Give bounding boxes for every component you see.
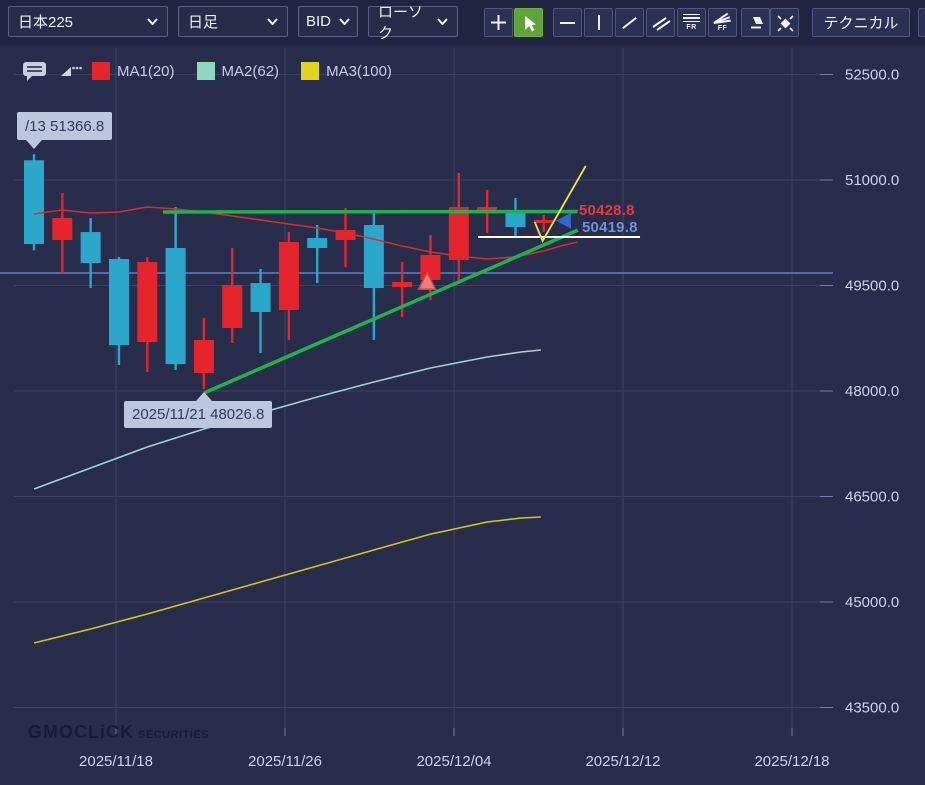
timeframe-select[interactable]: 日足 — [178, 6, 288, 37]
ma-line-3 — [33, 516, 541, 644]
candlestick — [533, 220, 554, 224]
vertical-line-tool-button[interactable] — [584, 8, 613, 37]
candlestick — [250, 283, 271, 313]
tooltip-notch — [196, 392, 212, 401]
candlestick — [420, 254, 441, 281]
high-tooltip-text: /13 51366.8 — [25, 117, 105, 135]
candlestick — [108, 258, 129, 346]
chart-type-select-value: ローソク — [378, 3, 424, 42]
symbol-select-value: 日本225 — [18, 14, 74, 31]
bid-price-label: 50419.8 — [582, 219, 638, 236]
x-axis-label: 2025/11/26 — [248, 753, 322, 770]
candlestick — [137, 262, 158, 343]
candlestick — [24, 160, 44, 245]
eraser-all-icon — [776, 14, 794, 32]
chevron-down-icon — [147, 18, 158, 25]
legend-item-ma3[interactable]: MA3(100) — [301, 62, 392, 80]
y-axis-label: 43500.0 — [845, 700, 899, 717]
y-axis-label: 51000.0 — [845, 172, 899, 189]
horizontal-line-icon — [560, 21, 575, 24]
x-axis-label: 2025/12/12 — [585, 753, 660, 770]
trendline-tool-button[interactable] — [615, 8, 644, 37]
chevron-down-icon — [437, 18, 448, 25]
legend-label: MA1(20) — [117, 62, 175, 80]
legend-swatch — [301, 62, 320, 80]
fibonacci-retracement-icon: FR — [683, 13, 700, 31]
y-axis-label: 52500.0 — [845, 67, 899, 84]
technical-button[interactable]: テクニカル — [812, 8, 910, 37]
trendline-icon — [622, 16, 637, 29]
erase-tool-button[interactable] — [741, 8, 770, 37]
annotation-high-tooltip[interactable]: /13 51366.8 — [17, 112, 113, 149]
chart-legend: MA1(20) MA2(62) MA3(100) — [22, 59, 414, 83]
legend-swatch — [196, 62, 215, 80]
candlestick — [193, 340, 214, 373]
chevron-down-icon — [339, 18, 350, 25]
legend-label: MA3(100) — [326, 62, 392, 80]
logo-brand-text: GMOCLiCK — [28, 722, 134, 742]
lower-trendline[interactable] — [203, 228, 579, 395]
up-arrow-marker — [417, 270, 437, 291]
logo-suffix-text: SECURITIES — [138, 729, 210, 741]
parallel-lines-icon — [651, 14, 671, 32]
candlestick — [448, 207, 469, 260]
candlestick — [222, 285, 243, 329]
candlestick — [80, 232, 101, 263]
tooltip-notch — [26, 140, 42, 149]
pointer-menu-icon[interactable] — [58, 62, 82, 80]
low-tooltip-text: 2025/11/21 48026.8 — [132, 406, 265, 423]
candlestick — [505, 213, 526, 228]
legend-swatch — [92, 62, 110, 80]
x-axis-label: 2025/12/04 — [416, 753, 491, 770]
parallel-lines-tool-button[interactable] — [646, 8, 675, 37]
erase-all-tool-button[interactable] — [770, 8, 799, 37]
legend-item-ma1[interactable]: MA1(20) — [92, 62, 175, 80]
legend-item-ma2[interactable]: MA2(62) — [196, 62, 280, 80]
chevron-down-icon — [267, 18, 278, 25]
fibonacci-fan-tool-button[interactable]: FF — [708, 8, 737, 37]
crosshair-tool-button[interactable] — [484, 8, 513, 37]
candlestick — [52, 217, 73, 240]
vertical-line-icon — [597, 15, 600, 30]
annotation-low-tooltip[interactable]: 2025/11/21 48026.8 — [124, 392, 273, 428]
ask-price-label: 50428.8 — [579, 202, 635, 219]
candlestick — [335, 230, 356, 240]
fibonacci-fan-icon: FF — [712, 12, 732, 32]
gmo-click-logo: GMOCLiCK SECURITIES — [28, 722, 209, 743]
price-type-select[interactable]: BID — [298, 6, 358, 37]
chart-toolbar: 日本225 日足 BID ローソク — [0, 0, 925, 46]
y-axis-label: 45000.0 — [845, 594, 899, 611]
candlestick — [165, 248, 186, 365]
ma-line-1 — [33, 206, 578, 260]
eraser-icon — [747, 14, 765, 32]
yellow-drawn-line[interactable] — [533, 165, 587, 244]
partial-toolbar-button[interactable] — [918, 8, 925, 37]
bid-price-marker-icon — [556, 212, 571, 229]
chart-type-select[interactable]: ローソク — [368, 4, 458, 42]
candlestick — [477, 207, 498, 211]
candlestick — [278, 242, 299, 311]
technical-button-label: テクニカル — [823, 15, 899, 32]
candlestick — [363, 225, 384, 289]
y-axis-label: 49500.0 — [845, 278, 899, 295]
price-type-select-value: BID — [306, 13, 332, 30]
cursor-arrow-icon — [520, 14, 538, 32]
y-axis-label: 46500.0 — [845, 489, 899, 506]
symbol-select[interactable]: 日本225 — [8, 6, 168, 37]
comment-icon[interactable] — [22, 60, 48, 82]
crosshair-icon — [490, 14, 507, 31]
candlestick — [307, 238, 328, 249]
timeframe-select-value: 日足 — [188, 14, 219, 31]
candlestick — [392, 281, 413, 287]
ma-line-2 — [33, 349, 541, 490]
fibonacci-retracement-tool-button[interactable]: FR — [677, 8, 706, 37]
y-axis-label: 48000.0 — [845, 383, 899, 400]
horizontal-line-tool-button[interactable] — [553, 8, 582, 37]
x-axis-label: 2025/11/18 — [79, 753, 153, 770]
cursor-tool-button[interactable] — [514, 8, 543, 37]
legend-label: MA2(62) — [221, 62, 280, 80]
x-axis-label: 2025/12/18 — [754, 753, 829, 770]
